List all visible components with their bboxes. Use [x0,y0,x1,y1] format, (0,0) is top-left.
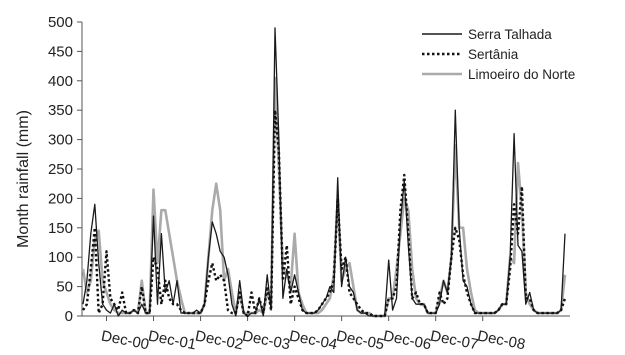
legend: Serra Talhada Sertânia Limoeiro do Norte [422,27,575,82]
x-tick-label: Dec-06 [382,327,433,353]
y-axis-ticks: 0 50 100 150 200 250 300 350 400 450 500 [48,14,82,325]
x-tick-label: Dec-07 [429,327,480,353]
y-tick-label: 500 [48,14,73,31]
y-tick-label: 200 [48,190,73,207]
x-tick-label: Dec-05 [335,327,386,353]
x-tick-label: Dec-01 [147,327,198,353]
y-tick-label: 350 [48,102,73,119]
y-tick-label: 300 [48,132,73,149]
legend-label: Serra Talhada [468,27,552,42]
y-tick-label: 0 [65,308,73,325]
x-tick-label: Dec-00 [100,327,151,353]
x-tick-label: Dec-04 [288,327,339,353]
series-line-limoeiro-do-norte [81,76,567,318]
legend-label: Limoeiro do Norte [468,67,575,82]
series-line-sert-nia [81,108,567,318]
y-tick-label: 150 [48,220,73,237]
x-axis-ticks: Dec-00Dec-01Dec-02Dec-03Dec-04Dec-05Dec-… [100,316,527,353]
series-lines [81,27,567,318]
x-tick-label: Dec-02 [194,327,245,353]
legend-label: Sertânia [468,47,519,62]
x-tick-label: Dec-03 [241,327,292,353]
y-tick-label: 100 [48,249,73,266]
y-tick-label: 400 [48,73,73,90]
x-tick-label: Dec-08 [476,327,527,353]
y-tick-label: 50 [56,279,73,296]
y-tick-label: 450 [48,43,73,60]
y-tick-label: 250 [48,161,73,178]
y-axis-title: Month rainfall (mm) [15,110,32,248]
